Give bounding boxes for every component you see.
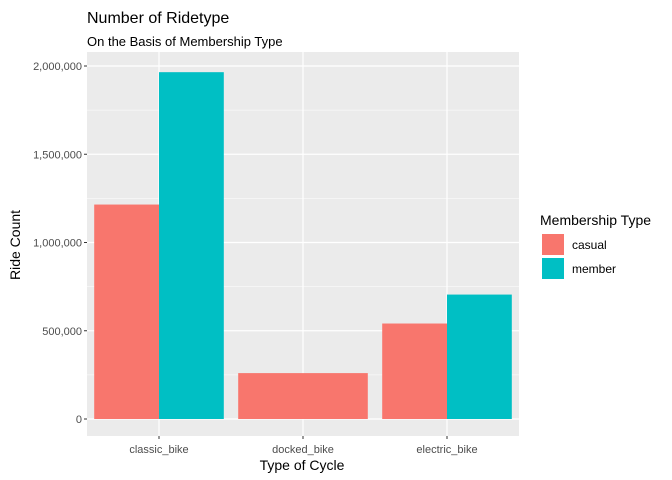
chart-subtitle: On the Basis of Membership Type — [87, 34, 283, 49]
legend: Membership Type casual member — [540, 212, 651, 279]
x-tick-label: classic_bike — [129, 444, 188, 456]
x-tick-label: electric_bike — [416, 444, 477, 456]
bars — [94, 72, 512, 420]
chart-title: Number of Ridetype — [87, 10, 229, 27]
y-tick-label: 2,000,000 — [33, 61, 82, 73]
bar-casual-docked_bike — [238, 373, 368, 419]
bar-casual-classic_bike — [94, 204, 159, 419]
y-tick-label: 0 — [76, 414, 82, 426]
legend-label-casual: casual — [572, 238, 607, 252]
bar-member-electric_bike — [447, 294, 512, 419]
y-axis-title: Ride Count — [7, 210, 23, 280]
legend-label-member: member — [572, 262, 616, 276]
y-tick-label: 1,500,000 — [33, 149, 82, 161]
y-tick-label: 500,000 — [42, 326, 82, 338]
legend-swatch-member — [542, 258, 564, 279]
y-tick-label: 1,000,000 — [33, 238, 82, 250]
x-axis: classic_bike docked_bike electric_bike — [129, 436, 478, 456]
bar-casual-electric_bike — [382, 323, 447, 419]
y-axis: 0 500,000 1,000,000 1,500,000 2,000,000 — [33, 61, 87, 426]
bar-member-classic_bike — [159, 72, 224, 420]
legend-swatch-casual — [542, 234, 564, 255]
x-tick-label: docked_bike — [272, 444, 334, 456]
x-axis-title: Type of Cycle — [260, 457, 345, 473]
legend-title: Membership Type — [540, 212, 651, 228]
